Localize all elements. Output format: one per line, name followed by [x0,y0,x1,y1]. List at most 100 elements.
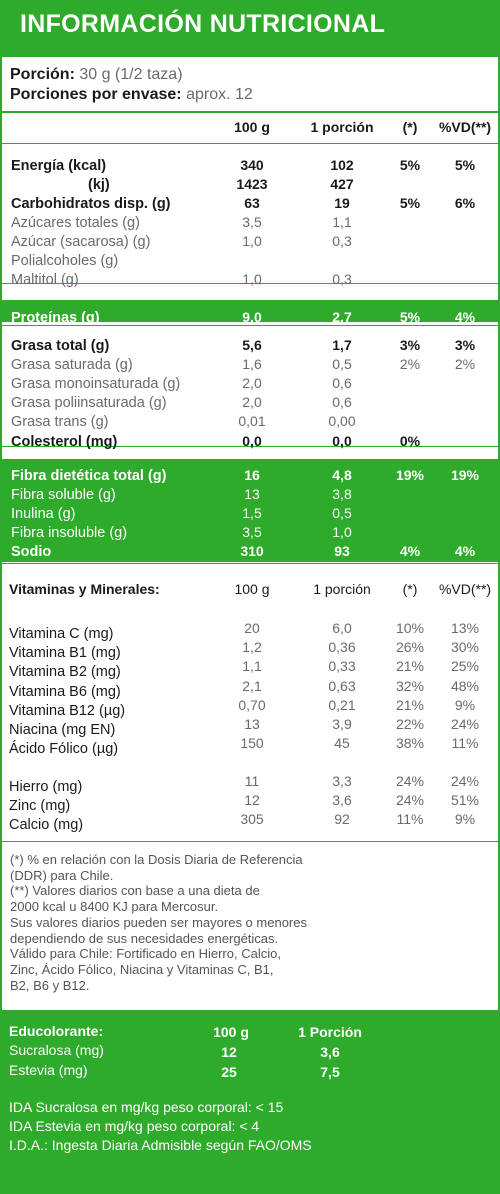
vitamin-value: 3,6 [332,792,352,808]
vitamin-value: 0,21 [328,697,356,713]
vitamins-column-header: %VD(**) [438,581,492,597]
vitamin-value: 9% [454,697,476,713]
vitamins-column-header: (*) [402,581,418,597]
vitamin-value: 32% [395,678,425,694]
vitamin-value: 9% [454,811,476,827]
header-divider [2,143,498,144]
nutrient-value: 0% [399,433,421,449]
portion-label: Porción: [10,66,75,83]
nutrient-value: 2% [454,356,476,372]
sweetener-value: 25 [221,1064,237,1080]
sweetener-heading: Educolorante: [9,1023,104,1039]
nutrient-label: Fibra soluble (g) [11,487,116,503]
nutrient-value: 5% [399,195,421,211]
footnote-line: B2, B6 y B12. [10,977,90,993]
nutrient-value: 5% [399,157,421,173]
vitamin-label: Zinc (mg) [9,798,71,814]
footnote-line: Sus valores diarios pueden ser mayores o… [10,914,307,930]
column-header: 1 porción [310,119,374,135]
nutrient-value: 2,7 [332,309,352,325]
vitamin-value: 26% [395,639,425,655]
nutrient-value: 310 [240,543,264,559]
sweetener-value: 3,6 [320,1044,340,1060]
vitamin-label: Ácido Fólico (µg) [9,741,119,757]
vitamin-label: Calcio (mg) [9,817,84,833]
vitamin-value: 0,63 [328,678,356,694]
nutrient-value: 19% [395,467,425,483]
vitamin-value: 150 [240,735,264,751]
column-header: (*) [402,119,418,135]
nutrient-value: 0,3 [332,233,352,249]
vitamins-heading: Vitaminas y Minerales: [9,581,160,597]
section-divider [2,563,498,564]
nutrient-label: Maltitol (g) [11,272,79,288]
nutrient-value: 16 [244,467,260,483]
vitamin-value: 51% [450,792,480,808]
vitamin-value: 11% [396,811,424,827]
per-pack-label: Porciones por envase: [10,86,182,103]
per-pack-value: aprox. 12 [186,86,253,103]
vitamin-value: 22% [395,716,425,732]
nutrient-value: 0,0 [332,433,352,449]
nutrient-value: 2,0 [242,394,262,410]
nutrient-label: Grasa monoinsaturada (g) [11,376,181,392]
nutrient-value: 3,5 [242,524,262,540]
nutrient-label: Grasa total (g) [11,338,110,354]
vitamin-value: 24% [395,773,425,789]
nutrient-value: 5% [454,157,476,173]
fiber-band [2,459,498,562]
nutrient-value: 1,0 [332,524,352,540]
nutrient-value: 1,0 [242,233,262,249]
portion-line: Porción: 30 g (1/2 taza) [10,65,183,84]
sweetener-label: Sucralosa (mg) [9,1042,104,1058]
vitamin-value: 48% [450,678,480,694]
section-divider [2,283,498,284]
vitamin-label: Vitamina B12 (µg) [9,703,126,719]
nutrient-label: (kj) [88,177,110,193]
nutrient-value: 3,5 [242,214,262,230]
vitamin-value: 30% [450,639,480,655]
vitamins-column-header: 100 g [234,581,270,597]
nutrient-label: Inulina (g) [11,506,76,522]
vitamin-value: 45 [334,735,350,751]
nutrient-value: 0,0 [242,433,262,449]
nutrient-label: Grasa saturada (g) [11,357,133,373]
nutrient-value: 427 [330,176,354,192]
nutrient-value: 1,0 [242,271,262,287]
ida-line: IDA Estevia en mg/kg peso corporal: < 4 [9,1118,260,1134]
sweetener-col-100g: 100 g [213,1024,249,1040]
section-divider [2,446,498,447]
nutrient-value: 0,3 [332,271,352,287]
vitamin-value: 13 [244,716,260,732]
section-divider [2,325,498,326]
nutrient-value: 5% [399,309,421,325]
nutrient-value: 9,0 [242,309,262,325]
nutrient-value: 0,5 [332,356,352,372]
nutrient-value: 1,6 [242,356,262,372]
sweetener-label: Estevia (mg) [9,1062,88,1078]
nutrient-value: 4,8 [332,467,352,483]
nutrient-value: 0,5 [332,505,352,521]
vitamin-value: 24% [450,773,480,789]
vitamin-label: Vitamina B2 (mg) [9,664,121,680]
footnote-line: (*) % en relación con la Dosis Diaria de… [10,852,303,867]
portion-value: 30 g (1/2 taza) [79,66,183,83]
vitamin-label: Hierro (mg) [9,779,83,795]
nutrient-value: 3,8 [332,486,352,502]
vitamin-value: 13% [450,620,480,636]
nutrient-value: 93 [334,543,350,559]
protein-band [2,300,498,322]
ida-line: I.D.A.: Ingesta Diaria Admisible según F… [9,1137,312,1153]
footnote-line: Válido para Chile: Fortificado en Hierro… [10,946,281,962]
nutrient-label: Fibra insoluble (g) [11,525,128,541]
nutrient-value: 0,6 [332,375,352,391]
footnote-line: Zinc, Ácido Fólico, Niacina y Vitaminas … [10,961,274,977]
ida-line: IDA Sucralosa en mg/kg peso corporal: < … [9,1099,284,1115]
nutrient-label: Polialcoholes (g) [11,253,119,269]
per-pack-line: Porciones por envase: aprox. 12 [10,85,253,104]
nutrient-label: Fibra dietética total (g) [11,468,167,484]
nutrient-label: Azúcares totales (g) [11,215,140,231]
nutrient-value: 3% [399,337,421,353]
nutrient-value: 0,00 [328,413,356,429]
sweetener-value: 7,5 [320,1064,340,1080]
